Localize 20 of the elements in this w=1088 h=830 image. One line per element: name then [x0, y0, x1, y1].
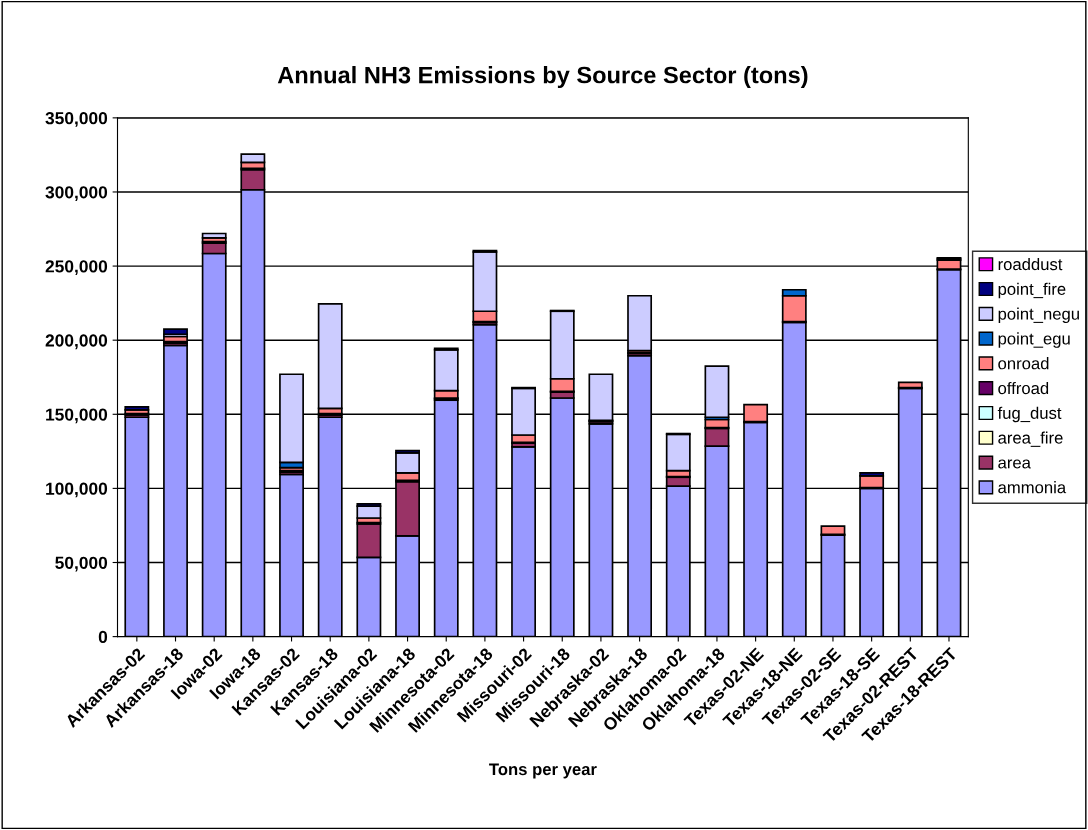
y-tick-label: 0	[98, 630, 108, 644]
legend-label: fug_dust	[997, 406, 1062, 423]
legend-label: point_egu	[998, 332, 1070, 348]
legend-label: offroad	[998, 381, 1049, 395]
legend-label: onroad	[998, 357, 1049, 370]
y-tick-label: 250,000	[45, 260, 108, 276]
y-tick-label: 300,000	[45, 186, 108, 201]
y-tick-label: 200,000	[45, 334, 108, 350]
legend-label: point_negu	[998, 307, 1079, 324]
y-tick-label: 50,000	[55, 556, 108, 572]
y-tick-label: 350,000	[45, 112, 108, 127]
legend-label: ammonia	[998, 481, 1067, 494]
legend-label: roaddust	[998, 257, 1063, 271]
y-tick-label: 150,000	[46, 408, 108, 424]
chart-title: Annual NH3 Emissions by Source Sector (tons)	[277, 66, 808, 89]
legend-label: area_fire	[998, 431, 1063, 447]
x-axis-title: Tons per year	[489, 763, 597, 779]
legend-label: point_fire	[998, 282, 1066, 299]
y-tick-label: 100,000	[46, 482, 108, 498]
legend-label: area	[998, 459, 1031, 469]
